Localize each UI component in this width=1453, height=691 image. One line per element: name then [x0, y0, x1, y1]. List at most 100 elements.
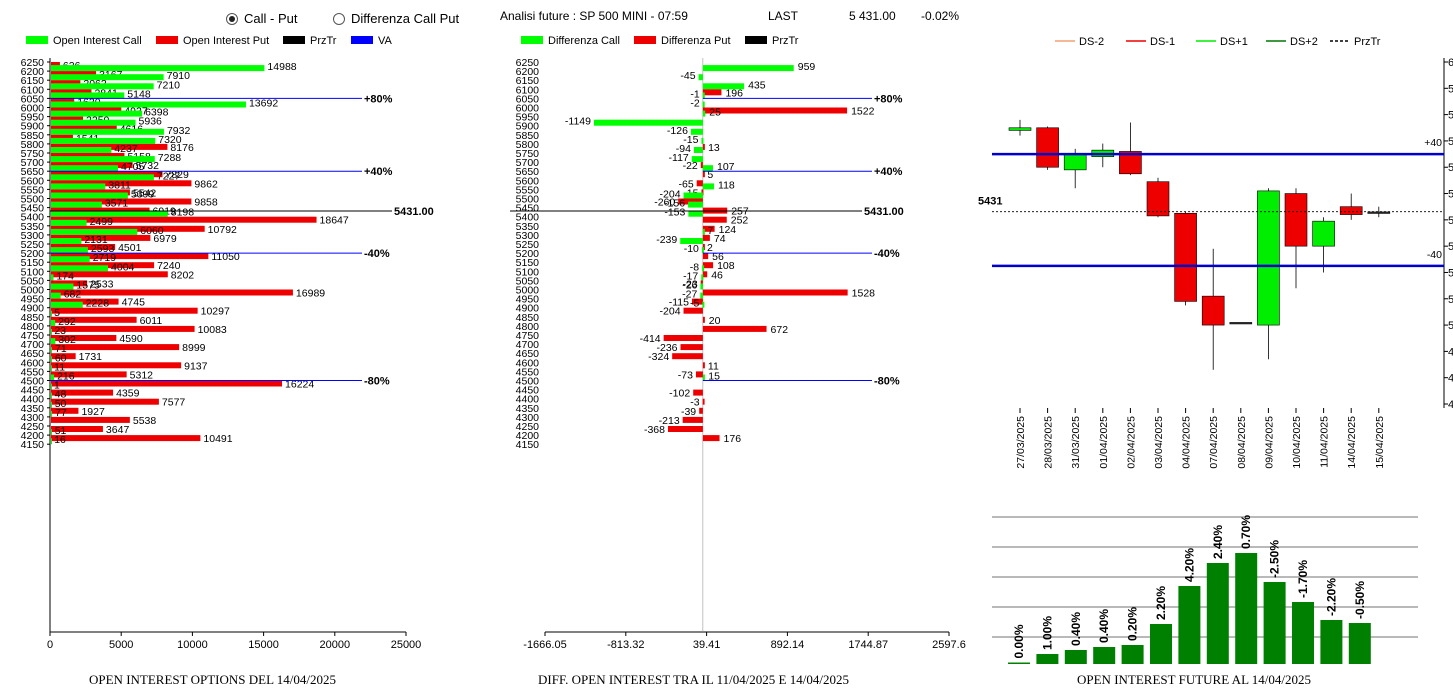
bar-call [51, 192, 128, 199]
x-tick-label: 09/04/2025 [1263, 416, 1275, 469]
bar-diff-call [698, 74, 703, 81]
bar-put-label: 7829 [165, 169, 189, 181]
y-tick-label: 5050 [21, 275, 45, 287]
bar-call-label: 4705 [121, 161, 145, 173]
bar-diff-put [702, 325, 767, 332]
bar-call [51, 329, 52, 335]
y-tick-label: 6200 [516, 66, 540, 78]
bar-diff-call [701, 247, 704, 254]
bar-diff-put [702, 107, 848, 114]
bar-diff-put [702, 253, 709, 260]
y-tick-label: 5850 [21, 130, 45, 142]
y-tick-label: 4850 [21, 312, 45, 324]
bar-put [51, 180, 192, 187]
y-tick-label: 5250 [21, 239, 45, 251]
x-tick-label: -1666.05 [523, 639, 566, 651]
candle-body [1312, 220, 1335, 247]
y-tick-label: 4700 [516, 339, 540, 351]
bar-call-label: 11 [54, 361, 65, 373]
x-tick-label: 14/04/2025 [1346, 416, 1358, 469]
bar-call-label: 1 [54, 380, 60, 392]
bar-call-label: 292 [58, 316, 76, 328]
bar-put-label: 5538 [133, 415, 157, 427]
y-tick-label: 4950 [21, 294, 45, 306]
y-tick-label: 4550 [21, 366, 45, 378]
bar-call [51, 238, 82, 244]
legend-label: DS-2 [1079, 36, 1104, 48]
bar-put [51, 225, 205, 232]
bar-call [51, 338, 56, 345]
bar-put-label: 6011 [140, 315, 163, 327]
y-tick-label: 4850 [516, 312, 540, 324]
bar-call [51, 319, 56, 326]
bar-call [51, 247, 88, 254]
bar-diff-call-label: -27 [682, 289, 697, 301]
bar-call [51, 438, 52, 445]
bar-diff-put [682, 416, 703, 423]
bar-call-label: 216 [57, 371, 75, 383]
y-tick-label: 5500 [516, 194, 540, 206]
band-label: +40 [1424, 137, 1442, 149]
bar-call-label: 7210 [157, 79, 181, 91]
bar-call [51, 137, 156, 144]
bar-put [51, 162, 133, 169]
bar-call-label: 2131 [84, 234, 108, 246]
y-tick-label: 6050 [21, 93, 45, 105]
bar-put-label: 16224 [285, 379, 314, 391]
bar-call [51, 365, 52, 372]
y-tick-label: 5250 [516, 239, 540, 251]
bar-put-label: 4359 [116, 388, 140, 400]
radio-differenza[interactable]: Differenza Call Put [333, 11, 459, 26]
bar-diff-put-label: 1522 [851, 106, 875, 118]
bar-call [51, 265, 109, 272]
bar-diff-put-label: -236 [656, 342, 677, 354]
y-tick-label: 4700 [1448, 399, 1453, 411]
bar-diff-call [702, 92, 705, 99]
x-tick-label: 01/04/2025 [1098, 416, 1110, 469]
y-tick-label: 5800 [21, 139, 45, 151]
oi-future-chart: 0.00% 1.00% 0.40% 0.40% 0.20% 2.20% 4.20% 2.40%… [992, 515, 1418, 664]
bar-call-label: 51 [55, 425, 67, 437]
y-tick-label: 4550 [516, 366, 540, 378]
legend-swatch [26, 36, 48, 44]
y-tick-label: 6250 [21, 57, 45, 69]
bar-put [51, 289, 293, 296]
y-tick-label: 5700 [516, 157, 540, 169]
y-tick-label: 5800 [516, 139, 540, 151]
y-tick-label: 5150 [516, 257, 540, 269]
bar-call-label: 302 [58, 334, 76, 346]
y-tick-label: 4650 [21, 348, 45, 360]
bar-call-label: 5936 [139, 116, 163, 128]
bar-diff-call-label: -239 [656, 234, 677, 246]
bar-diff-call [701, 274, 704, 281]
bar-put [51, 116, 84, 123]
bar-call-label: 48 [55, 389, 67, 401]
bar-call-label: 7227 [157, 170, 181, 182]
bar-put [51, 253, 209, 260]
bar-put-label: 1731 [79, 351, 103, 363]
bar-diff-call [702, 374, 705, 381]
bar-put [51, 198, 192, 205]
bar-diff-put [693, 389, 703, 396]
bar-diff-call-label: 25 [709, 107, 721, 119]
future-bar-label: 0.70% [1239, 515, 1253, 549]
bar-put [51, 80, 81, 87]
candle-body [1174, 212, 1197, 302]
bar-diff-put-label: 672 [771, 324, 789, 336]
bar-diff-put [702, 234, 710, 241]
bar-diff-call-label: -153 [664, 207, 685, 219]
y-tick-label: 5050 [516, 275, 540, 287]
bar-put-label: 10491 [203, 433, 232, 445]
bar-diff-call [702, 110, 706, 117]
bar-diff-put [699, 407, 703, 414]
bar-put [51, 325, 195, 332]
radio-call-put[interactable]: Call - Put [226, 11, 297, 26]
annotation-label: -80% [874, 376, 900, 388]
y-tick-label: 5800 [1448, 110, 1453, 122]
bar-call-label: 13692 [249, 98, 278, 110]
bar-diff-put [696, 180, 703, 187]
bar-diff-call-label: -8 [690, 261, 699, 273]
y-tick-label: 4300 [21, 412, 45, 424]
y-tick-label: 4800 [1448, 373, 1453, 385]
bar-call-label: 2593 [91, 243, 115, 255]
